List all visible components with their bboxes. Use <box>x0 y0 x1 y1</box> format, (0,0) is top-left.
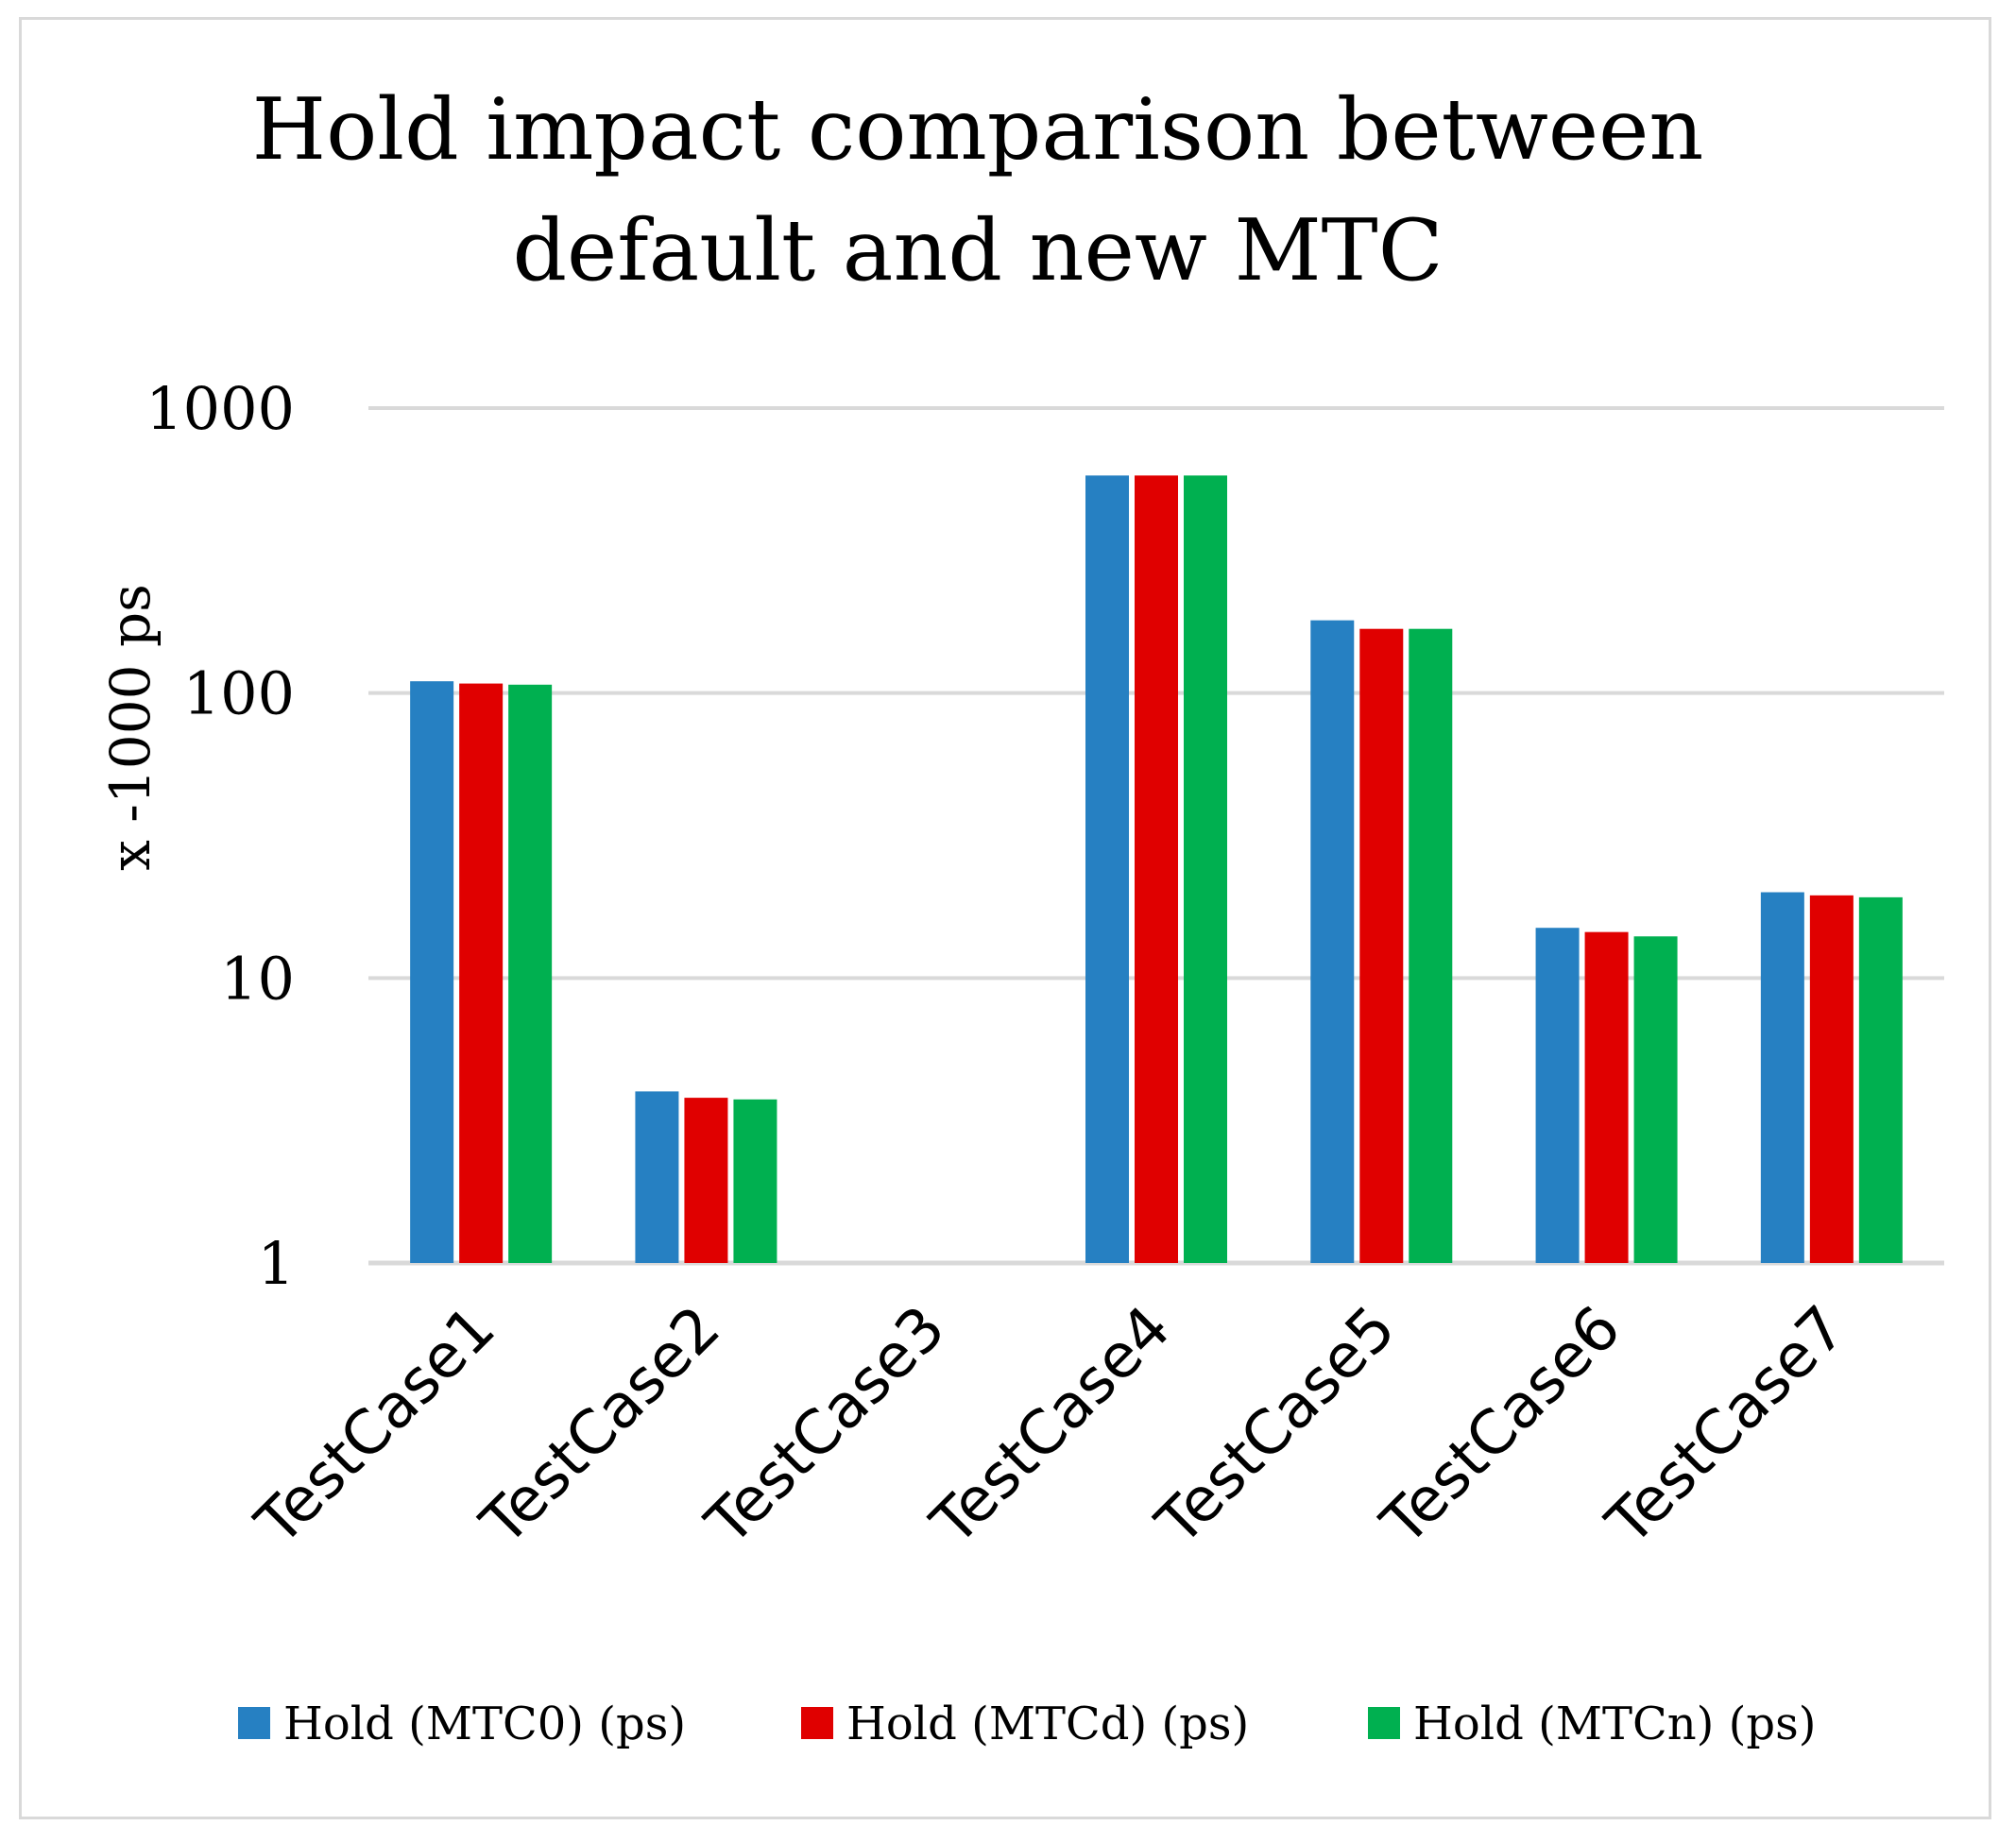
bar-testcase4-series-3 <box>1184 475 1227 1264</box>
x-tick-label-testcase1: TestCase1 <box>243 1293 509 1560</box>
bar-testcase4-series-2 <box>1135 475 1178 1264</box>
legend-label-2: Hold (MTCd) (ps) <box>846 1698 1249 1750</box>
y-tick-label: 10 <box>220 944 295 1013</box>
bar-testcase6-series-1 <box>1535 928 1580 1263</box>
bars <box>410 475 1903 1264</box>
bar-testcase6-series-2 <box>1584 931 1629 1263</box>
x-tick-label-testcase3: TestCase3 <box>692 1293 959 1560</box>
bar-testcase1-series-2 <box>459 683 504 1263</box>
x-tick-label-testcase7: TestCase7 <box>1593 1293 1859 1560</box>
bar-testcase1-series-3 <box>508 684 553 1263</box>
legend: Hold (MTC0) (ps) Hold (MTCd) (ps) Hold (MT… <box>238 1698 1816 1750</box>
bar-testcase4-series-1 <box>1085 475 1129 1264</box>
bar-testcase5-series-1 <box>1310 620 1355 1263</box>
y-tick-label: 1000 <box>145 374 295 443</box>
y-tick-label: 100 <box>183 659 295 728</box>
legend-label-1: Hold (MTC0) (ps) <box>283 1698 686 1750</box>
chart-title-line-2: default and new MTC <box>512 201 1443 300</box>
x-tick-label-testcase5: TestCase5 <box>1143 1293 1409 1560</box>
legend-swatch-1 <box>238 1707 270 1739</box>
bar-testcase1-series-1 <box>410 681 454 1263</box>
legend-swatch-2 <box>801 1707 833 1739</box>
bar-testcase6-series-3 <box>1633 936 1678 1263</box>
bar-testcase2-series-3 <box>733 1099 777 1263</box>
y-axis-label: x -1000 ps <box>98 584 162 871</box>
chart-title-line-1: Hold impact comparison between <box>252 80 1704 179</box>
legend-swatch-3 <box>1368 1707 1400 1739</box>
bar-testcase5-series-2 <box>1359 628 1404 1263</box>
chart-title: Hold impact comparison between default a… <box>252 80 1704 300</box>
y-tick-label: 1 <box>258 1229 295 1298</box>
bar-testcase7-series-2 <box>1809 895 1854 1263</box>
bar-testcase5-series-3 <box>1409 628 1453 1263</box>
y-tick-labels: 1 10 100 1000 <box>145 374 295 1298</box>
x-tick-label-testcase4: TestCase4 <box>918 1293 1185 1560</box>
x-tick-label-testcase6: TestCase6 <box>1368 1293 1634 1560</box>
bar-testcase7-series-3 <box>1858 896 1903 1263</box>
bar-testcase2-series-1 <box>635 1091 679 1263</box>
x-tick-labels: TestCase1TestCase2TestCase3TestCase4Test… <box>243 1293 1859 1560</box>
legend-label-3: Hold (MTCn) (ps) <box>1413 1698 1816 1750</box>
bar-testcase7-series-1 <box>1760 892 1804 1263</box>
chart-frame <box>19 17 1991 1819</box>
bar-testcase2-series-2 <box>684 1098 728 1263</box>
x-tick-label-testcase2: TestCase2 <box>468 1293 734 1560</box>
